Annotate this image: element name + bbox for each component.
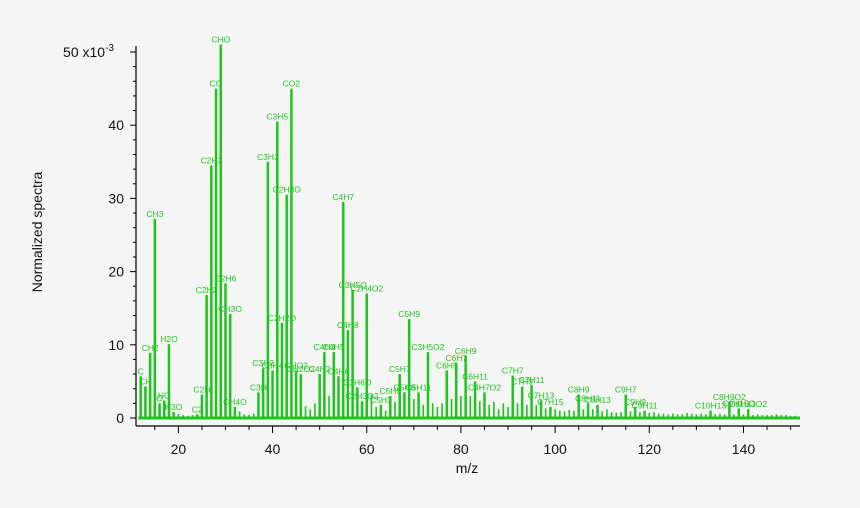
peak-label: C7H9 [511, 377, 533, 387]
peak-label: C6H5 [436, 360, 458, 370]
peak-label: CH4O [223, 397, 247, 407]
peak-label: C4H6 [328, 366, 350, 376]
peak-label: C2H2O [268, 313, 297, 323]
peak-label: C3H5 [266, 112, 288, 122]
x-tick-label: 120 [638, 441, 662, 457]
peak-label: C7H11 [519, 375, 545, 385]
peak-label: C4H7 [332, 192, 354, 202]
peak-label: C9H9 [624, 397, 646, 407]
x-tick-label: 60 [359, 441, 375, 457]
peak-label: CH [139, 377, 151, 387]
peak-label: C3H4 [262, 360, 284, 370]
peak-label: C5H7 [389, 364, 411, 374]
peak-label: CHO [211, 35, 230, 45]
y-tick-label: 40 [108, 117, 124, 133]
peak-label: H3O [165, 402, 183, 412]
y-top-tick-label: 50 x10-3 [63, 43, 114, 60]
x-tick-label: 80 [453, 441, 469, 457]
peak-label: C9H15O [722, 398, 755, 408]
peak-label: C6H11 [462, 371, 488, 381]
x-tick-label: 100 [543, 441, 567, 457]
peak-label: C7H7 [502, 366, 524, 376]
peak-label: C2H6 [215, 273, 237, 283]
peak-label: C4H8 [337, 320, 359, 330]
y-tick-label: 0 [116, 410, 124, 426]
peak-label: CH2O2 [287, 364, 316, 374]
peak-label: CO2 [283, 79, 301, 89]
peak-label: C2H [193, 385, 210, 395]
y-tick-label: 30 [108, 190, 124, 206]
labeled-peaks [138, 44, 800, 420]
peak-label: C3H [250, 382, 267, 392]
peak-label: C3H5O [338, 280, 367, 290]
peak-label: CH2 [142, 343, 159, 353]
peak-label: C8H13 [584, 395, 611, 405]
peak-label: C2H2 [196, 285, 218, 295]
peak-label: C2H3O [273, 185, 302, 195]
peak-label: O [156, 393, 163, 403]
peak-label: C3H3 [257, 152, 279, 162]
peak-label: HO [158, 390, 171, 400]
x-tick-label: 20 [171, 441, 187, 457]
peak-label: CO [210, 79, 223, 89]
peak-label: C7H15 [537, 397, 564, 407]
peak-label: C3H6O [343, 377, 372, 387]
peak-label: C2H3O2 [346, 391, 379, 401]
peak-label: C5H5 [379, 386, 401, 396]
peak-label: C10H13 [695, 401, 726, 411]
peak-label: C8H11 [575, 393, 601, 403]
peak-label: H2O [160, 334, 178, 344]
y-axis-title: Normalized spectra [29, 171, 45, 292]
peak-label: C6H9 [455, 346, 477, 356]
peak-label: C3H5O2 [411, 342, 444, 352]
peak-label: CHO2 [284, 360, 308, 370]
peak-label: C4H7O2 [468, 382, 501, 392]
peak-label: C5H8 [394, 382, 416, 392]
peak-label: C [138, 366, 144, 376]
peak-label: C2H3 [200, 155, 222, 165]
peak-label: C9H7 [615, 385, 637, 395]
x-tick-label: 40 [265, 441, 281, 457]
peak-label: C5H9 [398, 309, 420, 319]
peak-label: C9H11 [632, 401, 658, 411]
peak-label: CH3O [218, 304, 242, 314]
peak-label: C3H2 [252, 358, 274, 368]
peak-label: C4H2 [309, 364, 331, 374]
peak-label: C5H11 [406, 382, 432, 392]
peak-label: C8H9O2 [713, 392, 746, 402]
peak-label: C4H5 [323, 342, 345, 352]
x-tick-label: 140 [732, 441, 756, 457]
peak-label: C2 [192, 404, 203, 414]
peak-label: C8H13O2 [729, 399, 767, 409]
y-tick-label: 20 [108, 264, 124, 280]
peak-label: C5H3 [370, 395, 392, 405]
peak-label: C4H3 [314, 342, 336, 352]
peak-label: C8H9 [568, 385, 590, 395]
axes: 0 10 20 30 40 50 x10-3 20 40 60 80 100 120 140 [63, 43, 800, 457]
peak-label: C6H7 [445, 353, 467, 363]
x-axis-title: m/z [456, 460, 479, 476]
peak-label: C7H13 [528, 390, 555, 400]
y-tick-label: 10 [108, 337, 124, 353]
peak-label: C2H4O2 [350, 284, 383, 294]
peak-label: CH3 [146, 209, 163, 219]
